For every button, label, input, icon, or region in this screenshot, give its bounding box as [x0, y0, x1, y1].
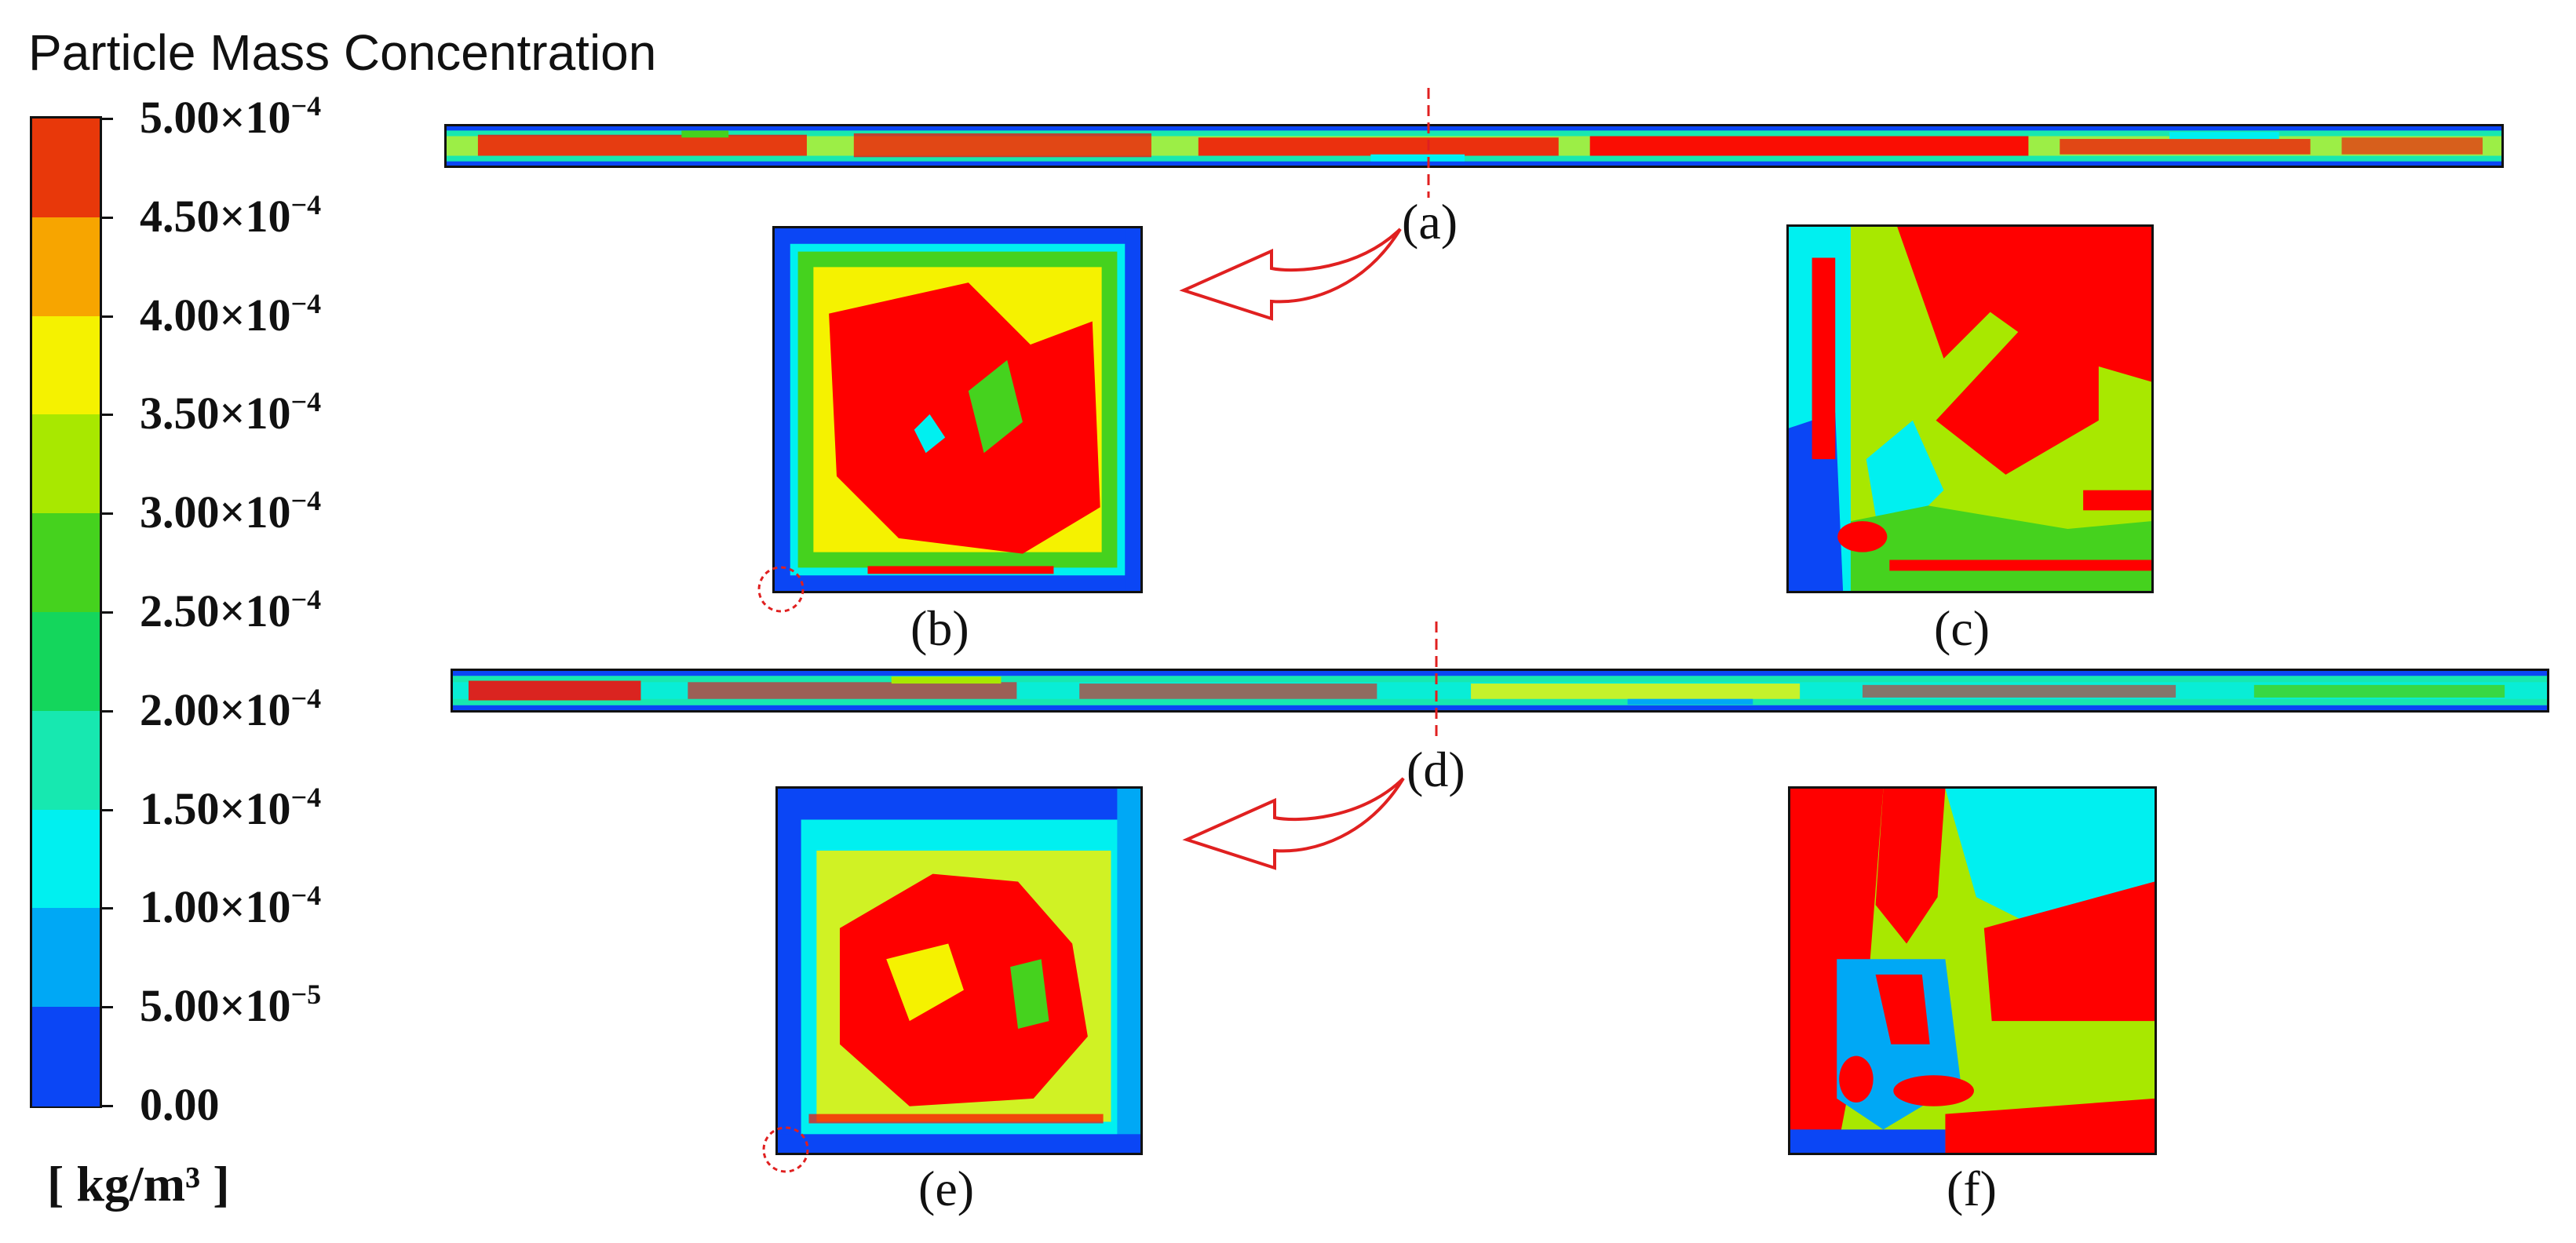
colorbar-tick-label: 5.00×10−4	[140, 92, 321, 143]
tick-exponent: −4	[290, 287, 322, 319]
section-b-svg	[775, 228, 1140, 591]
colorbar-tick-label: 1.00×10−4	[140, 881, 321, 933]
section-b-contour	[772, 226, 1143, 593]
colorbar-tick-label: 5.00×10−5	[140, 980, 321, 1032]
colorbar-band	[32, 612, 100, 712]
tick-mantissa: 3.00×10	[140, 487, 291, 538]
tick-mantissa: 1.00×10	[140, 881, 291, 933]
colorbar-tick-label: 2.00×10−4	[140, 683, 321, 735]
strip-d-svg	[453, 671, 2547, 710]
colorbar-tick-mark	[102, 315, 113, 318]
colorbar-tick-label: 3.50×10−4	[140, 388, 321, 439]
section-line-a	[1427, 88, 1430, 198]
colorbar-tick-mark	[102, 611, 113, 614]
colorbar-tick-label: 1.50×10−4	[140, 782, 321, 834]
colorbar-tick-mark	[102, 907, 113, 910]
arrow-d-to-e	[1182, 777, 1405, 870]
colorbar-band	[32, 414, 100, 515]
section-c-svg	[1789, 227, 2151, 591]
tick-exponent: −4	[290, 386, 322, 418]
colorbar-tick-mark	[102, 709, 113, 713]
colorbar	[30, 116, 102, 1108]
section-e-contour	[775, 786, 1143, 1155]
section-c-contour	[1786, 224, 2154, 593]
strip-a-svg	[447, 126, 2501, 166]
colorbar-band	[32, 1007, 100, 1106]
colorbar-tick-label: 4.00×10−4	[140, 289, 321, 341]
colorbar-band	[32, 710, 100, 811]
tick-exponent: −4	[290, 188, 322, 221]
colorbar-band	[32, 809, 100, 909]
colorbar-band	[32, 217, 100, 317]
section-f-contour	[1788, 786, 2157, 1155]
colorbar-tick-label: 0.00	[140, 1082, 220, 1128]
colorbar-band	[32, 908, 100, 1008]
colorbar-tick-mark	[102, 1105, 113, 1107]
section-e-svg	[778, 789, 1140, 1153]
tick-mantissa: 4.50×10	[140, 190, 291, 242]
tick-exponent: −4	[290, 682, 322, 714]
tick-exponent: −4	[290, 781, 322, 813]
tick-exponent: −4	[290, 90, 322, 122]
label-a: (a)	[1402, 194, 1458, 250]
colorbar-tick-mark	[102, 512, 113, 516]
tick-mantissa: 3.50×10	[140, 388, 291, 439]
strip-d-contour	[451, 669, 2549, 713]
colorbar-tick-mark	[102, 118, 113, 120]
label-b: (b)	[910, 600, 969, 656]
tick-mantissa: 5.00×10	[140, 92, 291, 143]
tick-mantissa: 0.00	[140, 1079, 220, 1130]
colorbar-band	[32, 513, 100, 613]
arrow-a-to-b	[1179, 228, 1402, 321]
colorbar-tick-mark	[102, 216, 113, 219]
corner-marker-b	[757, 566, 805, 613]
colorbar-tick-mark	[102, 808, 113, 811]
colorbar-tick-label: 4.50×10−4	[140, 190, 321, 242]
tick-exponent: −5	[290, 979, 322, 1011]
label-e: (e)	[918, 1161, 975, 1216]
section-f-svg	[1790, 789, 2155, 1153]
tick-exponent: −4	[290, 584, 322, 615]
colorbar-band	[32, 118, 100, 218]
colorbar-tick-mark	[102, 414, 113, 417]
label-d: (d)	[1407, 742, 1465, 797]
colorbar-tick-mark	[102, 1006, 113, 1009]
corner-marker-e	[762, 1126, 809, 1173]
colorbar-tick-label: 3.00×10−4	[140, 487, 321, 538]
legend-title: Particle Mass Concentration	[28, 24, 657, 81]
section-line-d	[1435, 622, 1438, 738]
unit-label: [ kg/m³ ]	[47, 1156, 230, 1212]
tick-mantissa: 1.50×10	[140, 782, 291, 834]
tick-exponent: −4	[290, 485, 322, 517]
tick-exponent: −4	[290, 880, 322, 912]
label-c: (c)	[1934, 600, 1990, 656]
tick-mantissa: 2.00×10	[140, 683, 291, 735]
label-f: (f)	[1947, 1161, 1997, 1216]
tick-mantissa: 2.50×10	[140, 585, 291, 636]
colorbar-tick-label: 2.50×10−4	[140, 585, 321, 634]
colorbar-band	[32, 315, 100, 416]
tick-mantissa: 5.00×10	[140, 980, 291, 1032]
strip-a-contour	[444, 124, 2504, 168]
tick-mantissa: 4.00×10	[140, 289, 291, 341]
